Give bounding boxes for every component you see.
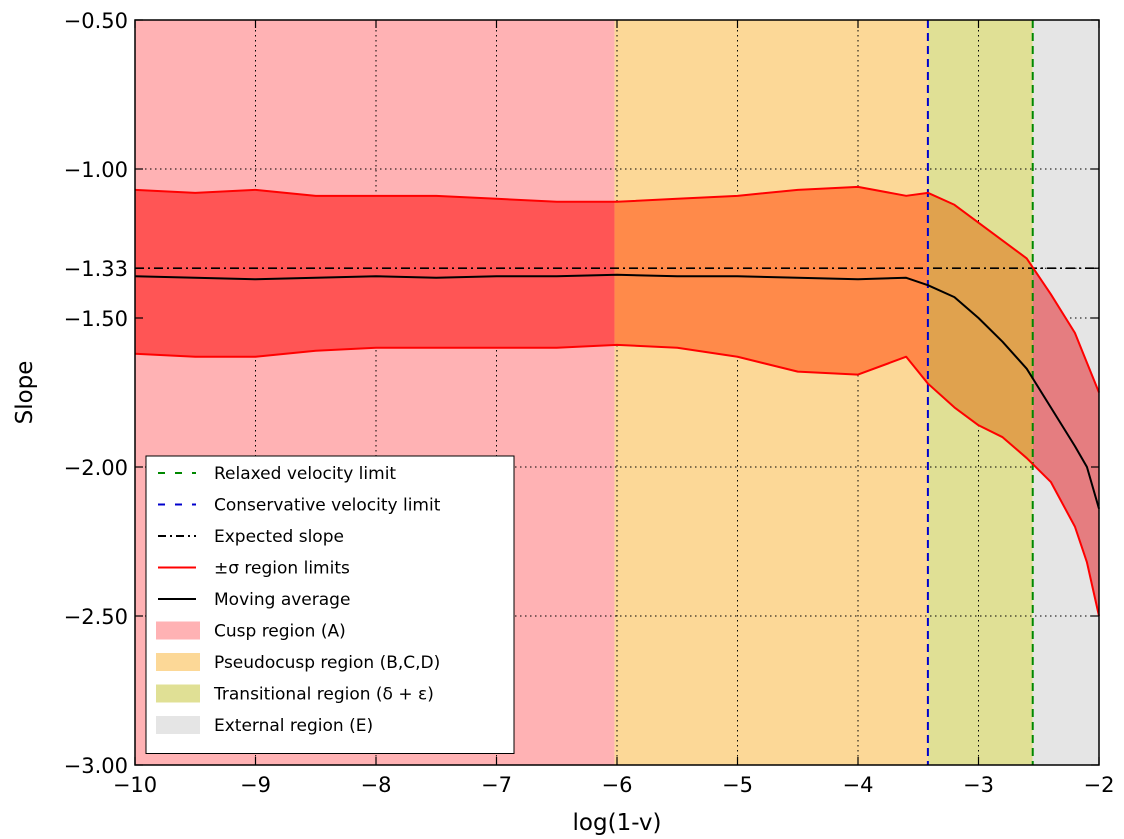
vertical-limit-lines (926, 20, 1034, 765)
legend-label: Transitional region (δ + ε) (213, 685, 434, 705)
legend-box (145, 455, 515, 754)
sigma-band (135, 186, 1099, 616)
y-tick-label: −1.00 (64, 158, 128, 182)
legend-entry-relaxed-velocity-limit: Relaxed velocity limit (158, 464, 396, 484)
legend-entry-external-region-e: External region (E) (156, 716, 373, 736)
y-tick-label: −0.50 (64, 9, 128, 33)
sigma-band-pseudocusp-region-b-c-d (614, 186, 928, 384)
x-tick-label: −7 (481, 773, 512, 797)
legend-entry-moving-average: Moving average (158, 590, 350, 610)
y-axis-ticks: −3.00 −2.50 −2.00 −1.50 −1.33 −1.00 −0.50 (64, 9, 1099, 778)
legend: Relaxed velocity limit Conservative veloc… (145, 455, 515, 754)
legend-entry-expected-slope: Expected slope (158, 527, 344, 547)
legend-entry-cusp-region-a: Cusp region (A) (156, 621, 346, 642)
x-axis-label: log(1-v) (573, 810, 662, 836)
legend-swatch-patch (156, 716, 200, 734)
x-tick-label: −9 (240, 773, 271, 797)
x-tick-label: −4 (843, 773, 874, 797)
region-limit-line (134, 185, 1100, 393)
sigma-band-external-region-e (1032, 267, 1099, 616)
legend-entry-transitional-region: Transitional region (δ + ε) (156, 684, 434, 705)
x-tick-label: −6 (602, 773, 633, 797)
legend-entry-pseudocusp-region-b-c-d: Pseudocusp region (B,C,D) (156, 653, 440, 673)
x-tick-label: −8 (361, 773, 392, 797)
legend-label: Relaxed velocity limit (214, 464, 396, 484)
legend-label: External region (E) (214, 716, 373, 736)
y-tick-label: −2.00 (64, 456, 128, 480)
legend-label: Pseudocusp region (B,C,D) (214, 653, 440, 673)
region-pseudocusp-region-b-c-d (614, 20, 928, 765)
data-series (134, 185, 1100, 617)
moving-average-line (134, 273, 1100, 509)
legend-label: Expected slope (214, 527, 344, 547)
legend-swatch-patch (156, 621, 200, 640)
legend-swatch-patch (156, 653, 200, 671)
sigma-band-cusp-region-a (135, 189, 615, 357)
y-tick-label: −1.50 (64, 307, 128, 331)
y-tick-label: −1.33 (64, 257, 128, 281)
x-tick-label: −2 (1084, 773, 1115, 797)
x-axis-ticks: −10 −9 −8 −7 −6 −5 −4 −3 −2 (113, 20, 1115, 797)
region-limit-line (134, 343, 1100, 617)
sigma-band-transitional-region (927, 192, 1033, 465)
legend-entry-region-limits: ±σ region limits (158, 559, 350, 579)
legend-label: Cusp region (A) (214, 622, 346, 642)
legend-label: Conservative velocity limit (214, 496, 441, 516)
legend-label: ±σ region limits (214, 559, 350, 579)
y-axis-label: Slope (12, 361, 38, 425)
legend-entry-conservative-velocity-limit: Conservative velocity limit (158, 496, 441, 516)
x-tick-label: −3 (963, 773, 994, 797)
legend-swatch-patch (156, 684, 200, 703)
y-tick-label: −3.00 (64, 754, 128, 778)
x-tick-label: −10 (113, 773, 157, 797)
y-tick-label: −2.50 (64, 605, 128, 629)
x-tick-label: −5 (722, 773, 753, 797)
legend-label: Moving average (214, 590, 350, 610)
